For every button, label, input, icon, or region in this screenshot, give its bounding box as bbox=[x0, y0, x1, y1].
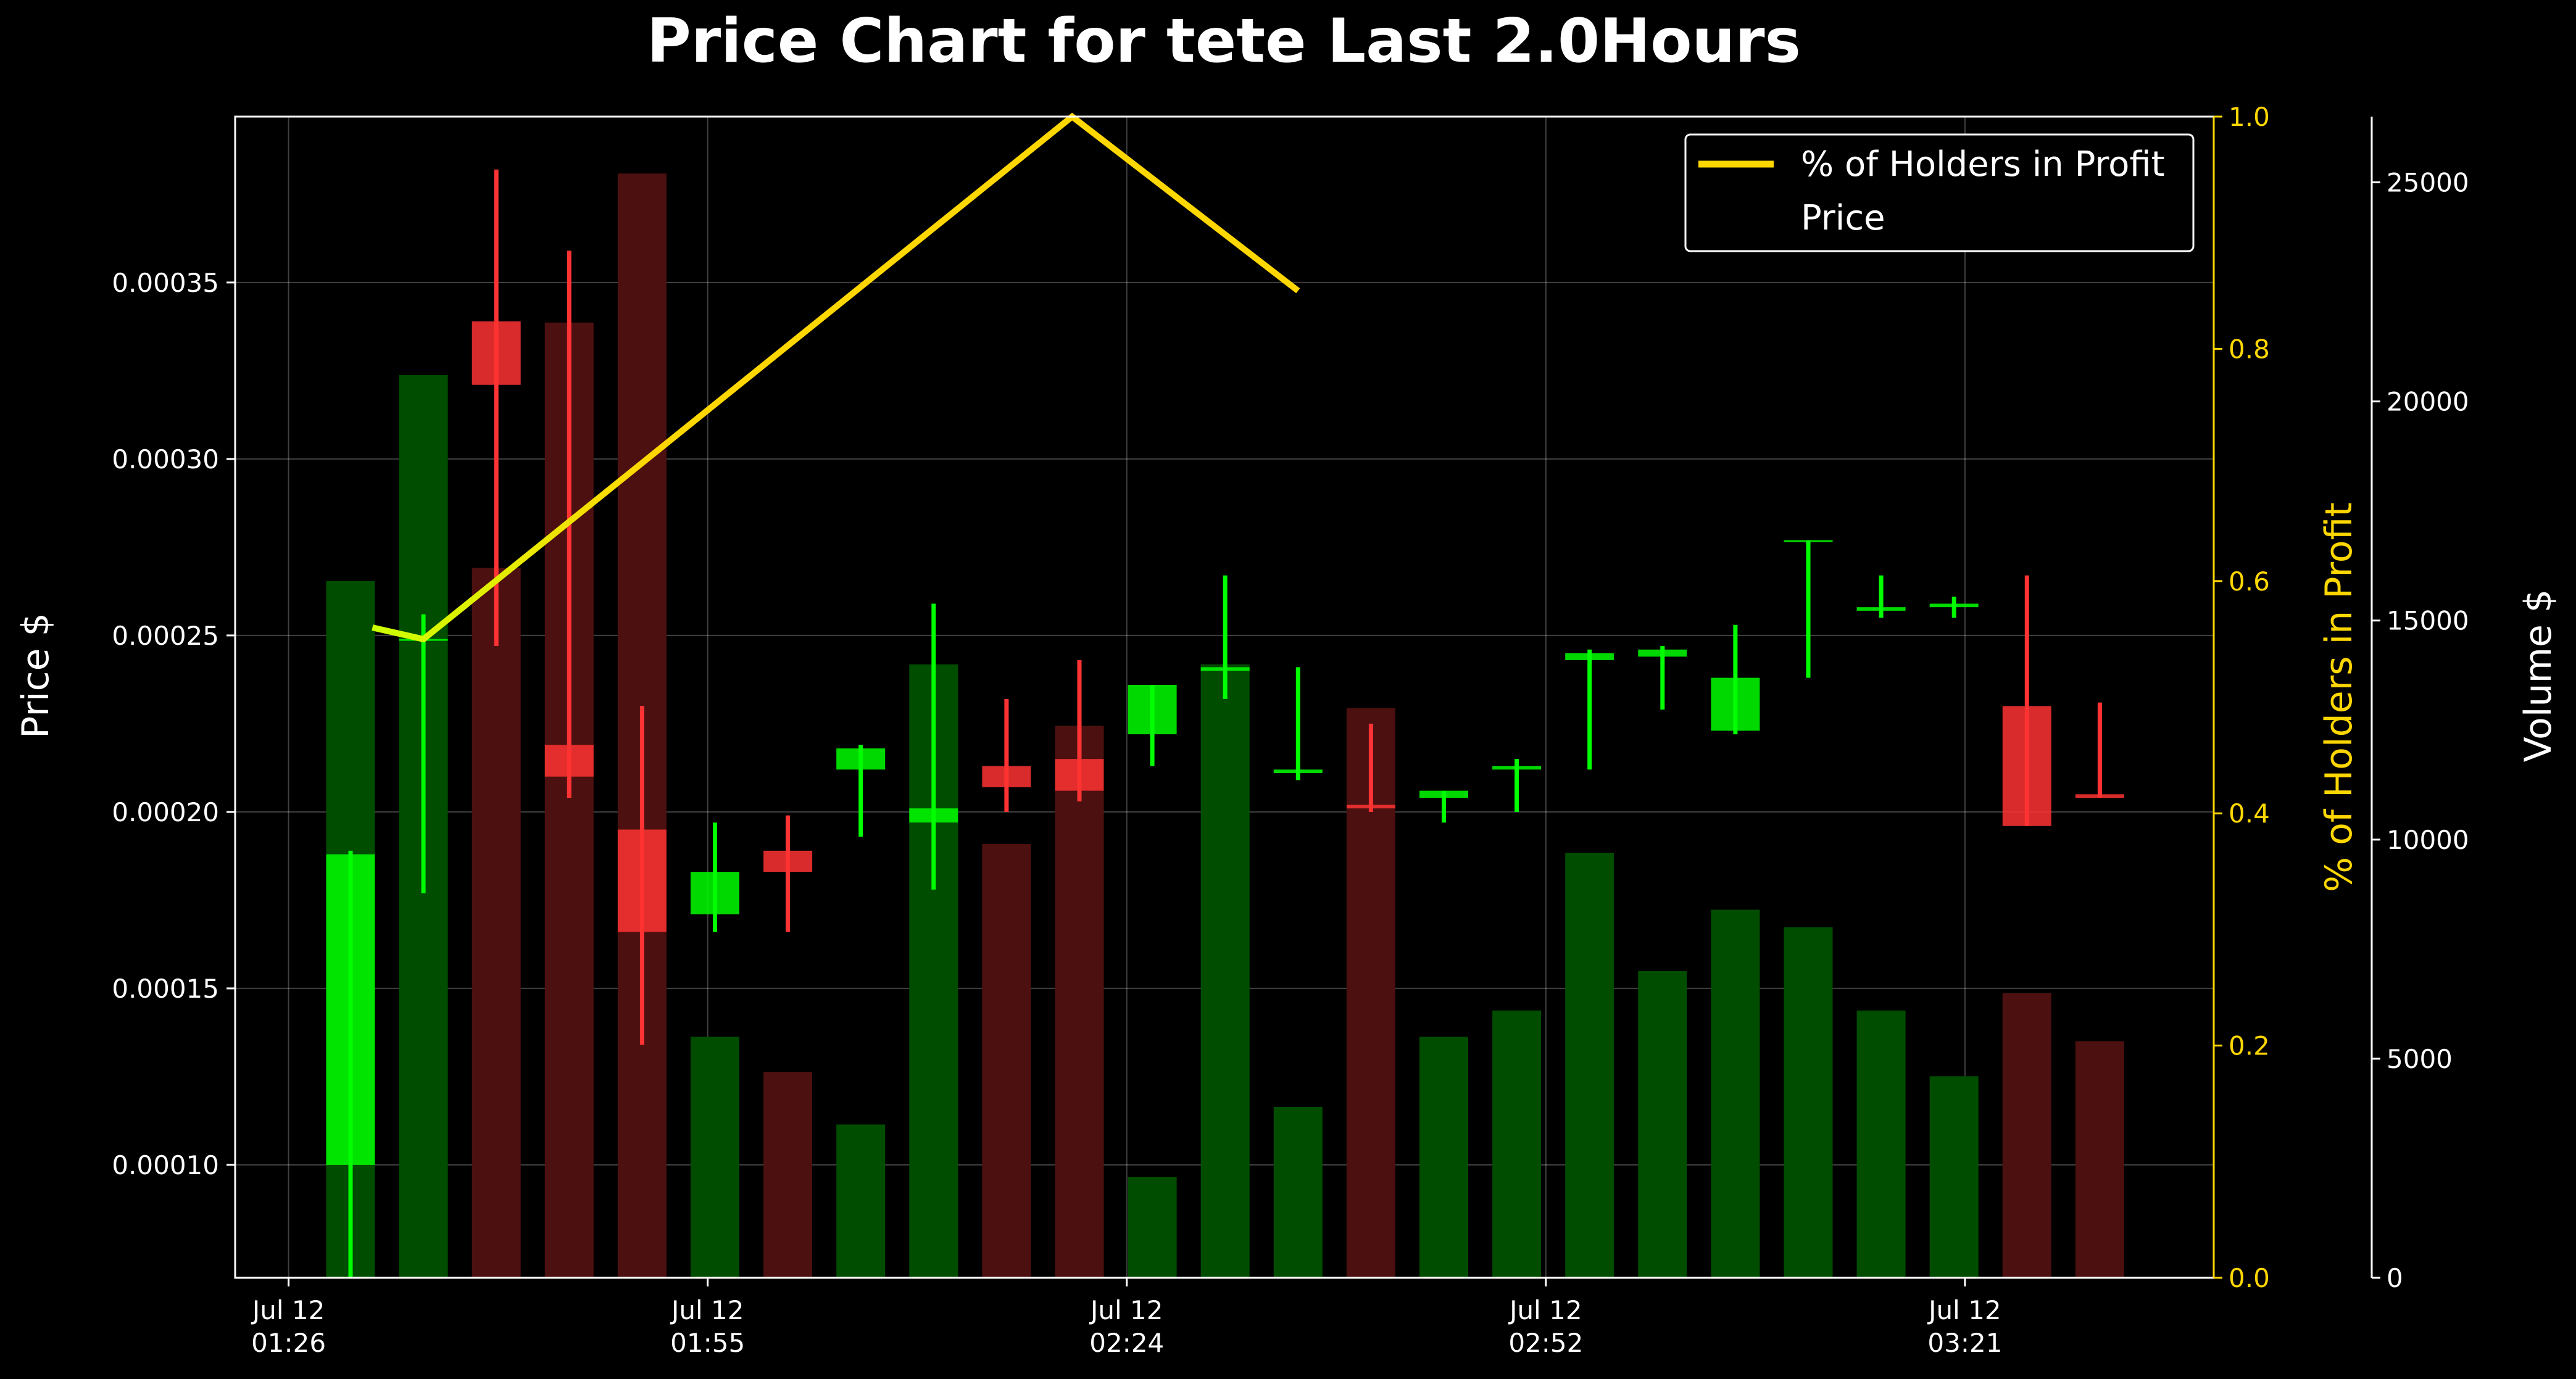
profit-axis-label: % of Holders in Profit bbox=[2317, 502, 2361, 892]
profit-line bbox=[372, 112, 1300, 643]
y2-tick-label: 0.8 bbox=[2229, 334, 2270, 364]
candle-body bbox=[691, 872, 739, 914]
candle-body bbox=[472, 321, 521, 385]
x-tick-label-date: Jul 12 bbox=[670, 1295, 744, 1325]
candle-body bbox=[326, 854, 375, 1165]
candle-body bbox=[1200, 667, 1250, 671]
y3-tick-label: 25000 bbox=[2387, 168, 2469, 198]
volume-bar bbox=[2002, 993, 2051, 1278]
volume-bar bbox=[1200, 664, 1250, 1278]
x-tick-label-time: 03:21 bbox=[1927, 1328, 2002, 1358]
legend: % of Holders in Profit Price bbox=[1684, 133, 2195, 252]
volume-bar bbox=[1638, 971, 1687, 1278]
x-tick-label-time: 02:52 bbox=[1508, 1328, 1583, 1358]
candle-body bbox=[1784, 540, 1833, 542]
y-tick-label: 0.00020 bbox=[112, 797, 219, 827]
legend-box bbox=[1684, 133, 2195, 252]
price-axis-label: Price $ bbox=[14, 613, 57, 739]
profit-axis-ticks: 0.0 0.2 0.4 0.6 0.8 1.0 bbox=[2214, 102, 2270, 1293]
y2-tick-label: 1.0 bbox=[2229, 102, 2270, 132]
candle-body bbox=[1273, 769, 1323, 773]
volume-bar bbox=[1419, 1037, 1468, 1278]
volume-bar bbox=[763, 1072, 813, 1278]
volume-bar bbox=[691, 1037, 739, 1278]
x-tick-label-date: Jul 12 bbox=[1089, 1295, 1163, 1325]
chart-title: Price Chart for tete Last 2.0Hours bbox=[647, 6, 1801, 77]
x-tick-label-date: Jul 12 bbox=[1508, 1295, 1582, 1325]
y-tick-label: 0.00015 bbox=[112, 974, 219, 1004]
candle-body bbox=[982, 766, 1031, 787]
candle-body bbox=[1419, 790, 1468, 798]
y3-tick-label: 5000 bbox=[2387, 1044, 2453, 1074]
y2-tick-label: 0.4 bbox=[2229, 798, 2270, 829]
y-tick-label: 0.00035 bbox=[112, 268, 219, 298]
candle-body bbox=[763, 850, 813, 872]
candle-body bbox=[1565, 653, 1614, 660]
candle-body bbox=[1856, 607, 1906, 611]
volume-bar bbox=[1492, 1010, 1542, 1278]
price-axis-ticks: 0.00010 0.00015 0.00020 0.00025 0.00030 0.000… bbox=[112, 268, 235, 1180]
profit-series-line bbox=[372, 112, 1300, 643]
volume-bar bbox=[472, 568, 521, 1278]
y3-tick-label: 10000 bbox=[2387, 825, 2469, 855]
volume-bar bbox=[2075, 1041, 2124, 1278]
candle-body bbox=[1128, 684, 1177, 735]
y3-tick-label: 20000 bbox=[2387, 387, 2469, 417]
volume-axis-ticks: 0 5000 10000 15000 20000 25000 bbox=[2372, 168, 2469, 1293]
y2-tick-label: 0.2 bbox=[2229, 1031, 2270, 1061]
volume-bar bbox=[982, 843, 1031, 1278]
volume-bar bbox=[1273, 1107, 1323, 1278]
y-tick-label: 0.00030 bbox=[112, 444, 219, 474]
candle-body bbox=[1346, 805, 1395, 809]
volume-bar bbox=[1784, 927, 1833, 1278]
y2-tick-label: 0.6 bbox=[2229, 566, 2270, 597]
candle-body bbox=[1711, 677, 1760, 731]
candle-body bbox=[836, 748, 886, 770]
y2-tick-label: 0.0 bbox=[2229, 1263, 2270, 1293]
candle-body bbox=[1929, 603, 1979, 608]
x-tick-label-date: Jul 12 bbox=[1927, 1295, 2001, 1325]
volume-bars bbox=[326, 173, 2124, 1278]
x-tick-label-time: 02:24 bbox=[1089, 1328, 1164, 1358]
y3-tick-label: 0 bbox=[2387, 1263, 2403, 1293]
candle-body bbox=[1055, 759, 1104, 791]
candle-body bbox=[1492, 766, 1542, 770]
y-tick-label: 0.00025 bbox=[112, 621, 219, 651]
volume-bar bbox=[1055, 726, 1104, 1278]
volume-bar bbox=[1128, 1177, 1177, 1278]
volume-bar bbox=[1929, 1076, 1979, 1278]
candle-body bbox=[1638, 649, 1687, 657]
y-tick-label: 0.00010 bbox=[112, 1150, 219, 1180]
legend-price-label: Price bbox=[1801, 198, 1885, 238]
candle-body bbox=[2075, 794, 2124, 798]
volume-axis-label: Volume $ bbox=[2517, 589, 2560, 762]
x-tick-label-date: Jul 12 bbox=[251, 1295, 325, 1325]
candle-body bbox=[909, 808, 958, 823]
x-tick-label-time: 01:26 bbox=[251, 1328, 326, 1358]
candle-body bbox=[617, 829, 667, 932]
volume-bar bbox=[836, 1124, 886, 1278]
candle-body bbox=[2002, 706, 2051, 826]
y3-tick-label: 15000 bbox=[2387, 606, 2469, 636]
volume-bar bbox=[1711, 909, 1760, 1278]
volume-bar bbox=[1565, 853, 1614, 1278]
legend-profit-label: % of Holders in Profit bbox=[1801, 144, 2165, 184]
volume-bar bbox=[1856, 1010, 1906, 1278]
candle-body bbox=[544, 745, 594, 777]
x-tick-label-time: 01:55 bbox=[670, 1328, 745, 1358]
